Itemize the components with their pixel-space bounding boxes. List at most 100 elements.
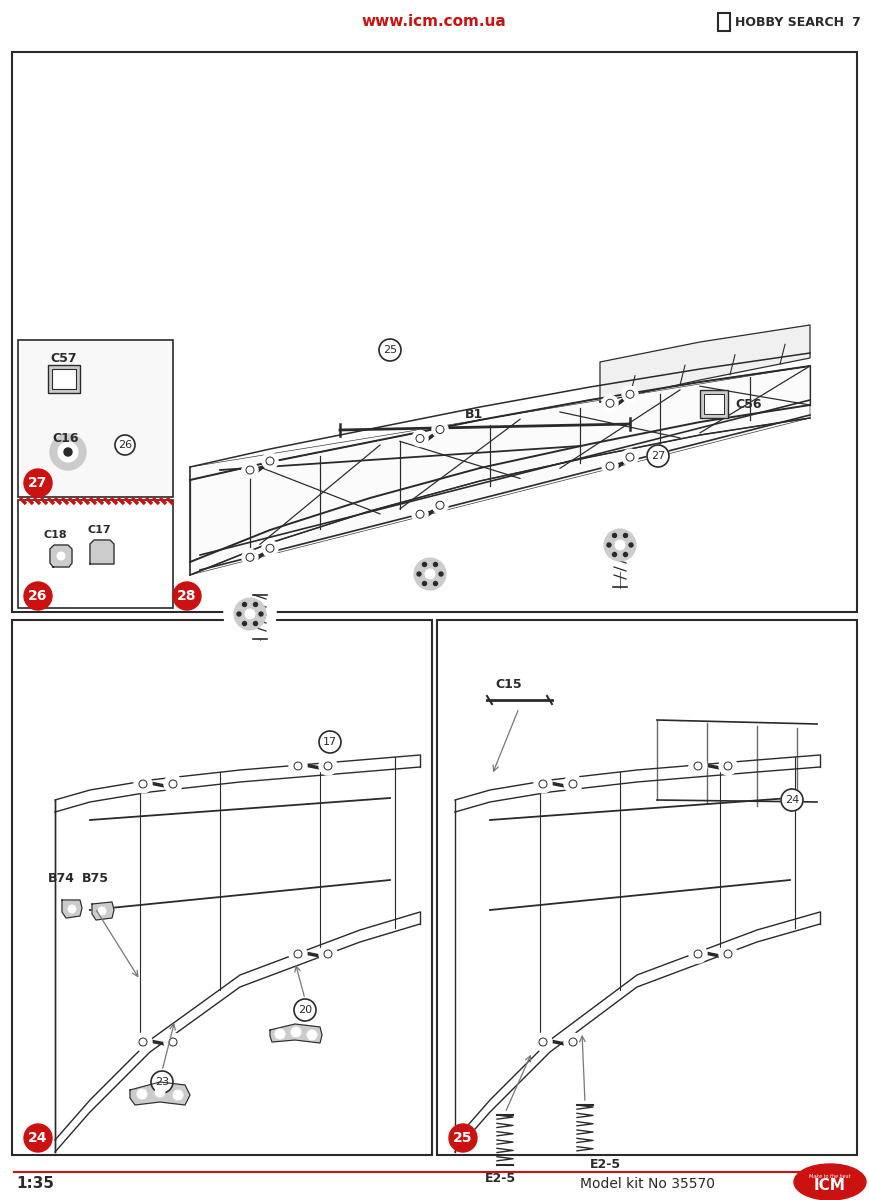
Text: C16: C16 <box>52 432 78 444</box>
Circle shape <box>432 497 448 514</box>
Circle shape <box>319 946 337 962</box>
Circle shape <box>155 1087 165 1097</box>
Text: 1:35: 1:35 <box>16 1176 54 1192</box>
Text: 17: 17 <box>323 737 337 746</box>
FancyBboxPatch shape <box>52 370 76 389</box>
Circle shape <box>319 757 337 775</box>
Circle shape <box>564 1033 582 1051</box>
Circle shape <box>607 542 611 547</box>
Circle shape <box>719 757 737 775</box>
Circle shape <box>50 434 86 470</box>
Circle shape <box>412 506 428 522</box>
Circle shape <box>422 582 427 586</box>
Circle shape <box>98 907 106 914</box>
Polygon shape <box>130 1082 190 1105</box>
Circle shape <box>294 998 316 1021</box>
Circle shape <box>64 448 72 456</box>
Polygon shape <box>270 1024 322 1043</box>
Circle shape <box>164 1033 182 1051</box>
FancyBboxPatch shape <box>48 365 80 392</box>
Text: 26: 26 <box>29 589 48 602</box>
Text: 25: 25 <box>383 346 397 355</box>
Ellipse shape <box>794 1164 866 1200</box>
Circle shape <box>24 1124 52 1152</box>
Circle shape <box>417 572 421 576</box>
Circle shape <box>57 552 65 560</box>
Circle shape <box>68 905 76 913</box>
Circle shape <box>24 582 52 610</box>
Text: B74: B74 <box>48 871 75 884</box>
FancyBboxPatch shape <box>704 394 724 414</box>
Circle shape <box>307 1030 317 1040</box>
Circle shape <box>534 775 552 793</box>
Circle shape <box>623 552 627 557</box>
FancyBboxPatch shape <box>700 390 728 418</box>
Text: C15: C15 <box>495 678 521 691</box>
Circle shape <box>534 1033 552 1051</box>
Circle shape <box>622 386 638 402</box>
Circle shape <box>689 757 707 775</box>
Circle shape <box>434 563 437 566</box>
Circle shape <box>719 946 737 962</box>
Circle shape <box>602 458 618 474</box>
Circle shape <box>164 775 182 793</box>
Circle shape <box>237 612 241 616</box>
Circle shape <box>604 529 636 560</box>
Circle shape <box>781 790 803 811</box>
Text: HOBBY SEARCH: HOBBY SEARCH <box>735 16 844 29</box>
Circle shape <box>289 946 307 962</box>
Bar <box>18 500 173 608</box>
Polygon shape <box>600 325 810 402</box>
Polygon shape <box>90 540 114 564</box>
Circle shape <box>449 1124 477 1152</box>
Circle shape <box>275 1028 285 1039</box>
Circle shape <box>24 469 52 497</box>
Circle shape <box>254 622 257 625</box>
Circle shape <box>134 1033 152 1051</box>
Text: C17: C17 <box>88 526 111 535</box>
Circle shape <box>647 445 669 467</box>
Circle shape <box>224 588 276 640</box>
Text: Make to the beat: Make to the beat <box>809 1175 851 1180</box>
Circle shape <box>432 421 448 438</box>
Bar <box>12 620 432 1154</box>
Circle shape <box>242 602 247 606</box>
Circle shape <box>134 775 152 793</box>
Text: 27: 27 <box>651 451 665 461</box>
Circle shape <box>404 548 456 600</box>
Circle shape <box>422 563 427 566</box>
Polygon shape <box>62 900 82 918</box>
Circle shape <box>259 612 263 616</box>
Text: 24: 24 <box>29 1130 48 1145</box>
Text: 23: 23 <box>155 1078 169 1087</box>
Circle shape <box>564 775 582 793</box>
Circle shape <box>151 1070 173 1093</box>
Circle shape <box>242 462 258 478</box>
Circle shape <box>173 1090 183 1100</box>
Circle shape <box>615 540 625 550</box>
Circle shape <box>379 338 401 361</box>
Text: www.icm.com.ua: www.icm.com.ua <box>362 14 507 30</box>
Polygon shape <box>92 902 114 920</box>
Text: 25: 25 <box>454 1130 473 1145</box>
Circle shape <box>137 1090 147 1099</box>
Circle shape <box>414 558 446 590</box>
Circle shape <box>245 608 255 619</box>
Circle shape <box>319 731 341 754</box>
Text: C57: C57 <box>50 352 76 365</box>
Polygon shape <box>50 545 72 566</box>
Text: B1: B1 <box>465 408 483 421</box>
Text: 7: 7 <box>852 16 860 29</box>
Circle shape <box>689 946 707 962</box>
Circle shape <box>412 431 428 446</box>
Text: 26: 26 <box>118 440 132 450</box>
Circle shape <box>425 569 435 578</box>
Circle shape <box>242 622 247 625</box>
Circle shape <box>629 542 633 547</box>
Circle shape <box>291 1027 301 1037</box>
Text: 28: 28 <box>177 589 196 602</box>
Bar <box>718 13 730 31</box>
Bar <box>12 52 857 612</box>
Text: E2-5: E2-5 <box>485 1171 516 1184</box>
Circle shape <box>623 534 627 538</box>
